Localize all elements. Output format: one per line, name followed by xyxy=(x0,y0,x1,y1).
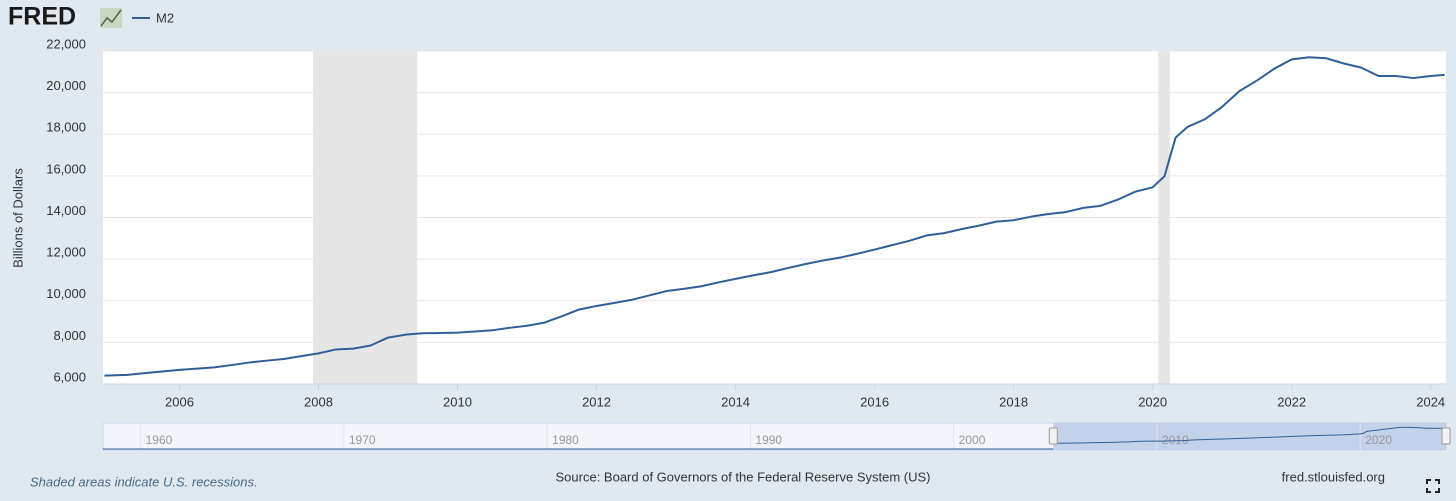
navigator-label: 2000 xyxy=(959,433,986,447)
x-tick-label: 2014 xyxy=(721,394,750,409)
y-tick-label: 22,000 xyxy=(46,36,86,51)
x-tick-label: 2016 xyxy=(860,394,889,409)
logo-icon xyxy=(100,8,122,28)
navigator-line xyxy=(1053,426,1446,444)
logo-icon-box xyxy=(100,8,122,28)
source: Source: Board of Governors of the Federa… xyxy=(556,469,931,484)
y-tick-label: 6,000 xyxy=(53,369,86,384)
navigator-label: 2010 xyxy=(1162,433,1189,447)
y-tick-label: 14,000 xyxy=(46,203,86,218)
y-tick-label: 12,000 xyxy=(46,245,86,260)
y-axis-label: Billions of Dollars xyxy=(10,168,25,268)
navigator-label: 1980 xyxy=(552,433,579,447)
y-tick-label: 18,000 xyxy=(46,120,86,135)
logo: FRED xyxy=(8,3,76,31)
navigator-label: 2020 xyxy=(1365,433,1392,447)
x-tick-label: 2012 xyxy=(582,394,611,409)
legend-label: M2 xyxy=(156,10,174,25)
footnote: Shaded areas indicate U.S. recessions. xyxy=(30,474,258,489)
navigator-label: 1990 xyxy=(755,433,782,447)
y-tick-label: 16,000 xyxy=(46,161,86,176)
fullscreen-glyph[interactable] xyxy=(1426,479,1440,493)
y-tick-label: 8,000 xyxy=(53,328,86,343)
navigator-label: 1960 xyxy=(146,433,173,447)
x-tick-label: 2018 xyxy=(999,394,1028,409)
y-tick-label: 20,000 xyxy=(46,78,86,93)
x-tick-label: 2024 xyxy=(1416,394,1445,409)
logo-icon-line xyxy=(100,9,122,27)
x-tick-label: 2006 xyxy=(165,394,194,409)
x-tick-label: 2010 xyxy=(443,394,472,409)
series-line xyxy=(104,56,1445,377)
navigator-handle[interactable] xyxy=(1441,427,1451,445)
navigator-selection xyxy=(1053,423,1446,450)
fullscreen-icon[interactable] xyxy=(1426,479,1440,493)
x-tick-label: 2008 xyxy=(304,394,333,409)
x-tick-label: 2022 xyxy=(1277,394,1306,409)
navigator-handle[interactable] xyxy=(1048,427,1058,445)
y-tick-label: 10,000 xyxy=(46,286,86,301)
site: fred.stlouisfed.org xyxy=(1282,469,1385,484)
navigator-label: 1970 xyxy=(349,433,376,447)
x-tick-label: 2020 xyxy=(1138,394,1167,409)
